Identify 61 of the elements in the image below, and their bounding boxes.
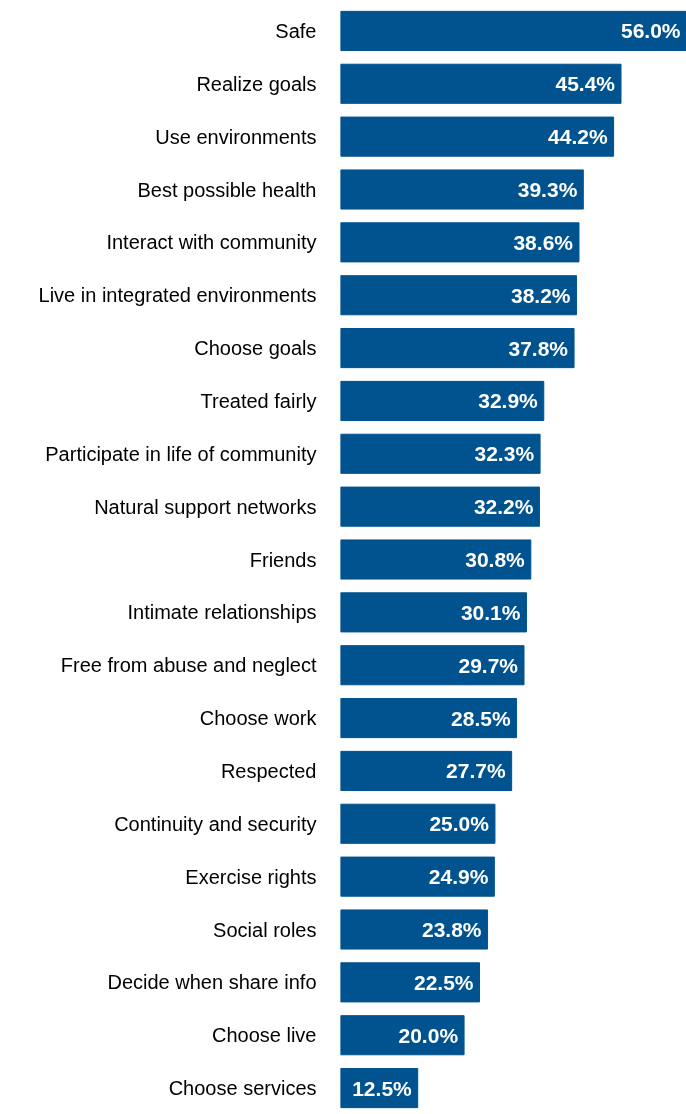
- y-tick-label: Respected: [220, 759, 317, 782]
- y-tick-label: Live in integrated environments: [38, 284, 317, 307]
- bar: [340, 909, 489, 950]
- y-tick-label: Decide when share info: [107, 971, 317, 994]
- y-tick-label: Exercise rights: [185, 865, 317, 888]
- y-tick-label: Use environments: [155, 125, 317, 148]
- data-label: 23.8%: [422, 918, 482, 941]
- bar: [340, 10, 686, 51]
- data-label: 45.4%: [555, 72, 616, 96]
- y-tick-label: Continuity and security: [114, 812, 317, 835]
- bar: [340, 750, 513, 791]
- bar: [340, 645, 525, 686]
- data-label: 32.9%: [478, 389, 539, 413]
- y-tick-label: Intimate relationships: [127, 601, 317, 624]
- bar: [340, 275, 578, 316]
- data-label: 32.2%: [473, 495, 534, 519]
- bar: [340, 222, 580, 263]
- y-tick-label: Choose work: [199, 707, 318, 730]
- data-label: 25.0%: [429, 812, 490, 836]
- data-label: 22.5%: [413, 970, 474, 994]
- y-tick-label: Choose goals: [194, 337, 317, 360]
- data-label: 24.9%: [428, 865, 489, 889]
- y-tick-label: Interact with community: [106, 231, 317, 254]
- bar: [340, 433, 541, 474]
- data-label: 27.7%: [446, 759, 506, 783]
- data-label: 32.3%: [474, 442, 535, 466]
- data-label: 28.5%: [451, 706, 511, 730]
- y-tick-label: Safe: [275, 19, 317, 42]
- data-label: 38.6%: [513, 230, 574, 254]
- bar: [340, 698, 518, 739]
- y-tick-label: Treated fairly: [200, 389, 317, 412]
- data-label: 56.0%: [620, 19, 681, 43]
- data-label: 29.7%: [458, 653, 519, 677]
- data-label: 20.0%: [398, 1023, 459, 1047]
- bar: [340, 962, 481, 1003]
- bar: [340, 803, 496, 844]
- data-label: 44.2%: [548, 125, 608, 149]
- bar: [340, 116, 615, 157]
- bar: [340, 592, 527, 633]
- bar: [340, 63, 622, 104]
- y-tick-label: Choose live: [212, 1024, 317, 1047]
- y-tick-label: Social roles: [213, 918, 317, 941]
- y-tick-label: Natural support networks: [94, 495, 317, 518]
- bar: [340, 486, 540, 527]
- y-tick-label: Participate in life of community: [45, 442, 317, 465]
- y-tick-label: Best possible health: [137, 178, 317, 201]
- data-label: 39.3%: [517, 178, 578, 201]
- data-label: 30.8%: [465, 548, 526, 571]
- y-tick-label: Friends: [249, 548, 317, 571]
- bar: [340, 169, 584, 210]
- bar: [340, 380, 545, 421]
- y-tick-label: Free from abuse and neglect: [60, 654, 317, 677]
- data-label: 12.5%: [352, 1076, 413, 1100]
- y-tick-label: Realize goals: [196, 72, 317, 95]
- bar: [340, 539, 532, 580]
- data-label: 30.1%: [460, 600, 521, 624]
- data-label: 37.8%: [508, 336, 569, 360]
- bar: [340, 328, 575, 369]
- y-tick-label: Choose services: [168, 1077, 317, 1100]
- data-label: 38.2%: [510, 283, 571, 307]
- bar: [340, 856, 495, 897]
